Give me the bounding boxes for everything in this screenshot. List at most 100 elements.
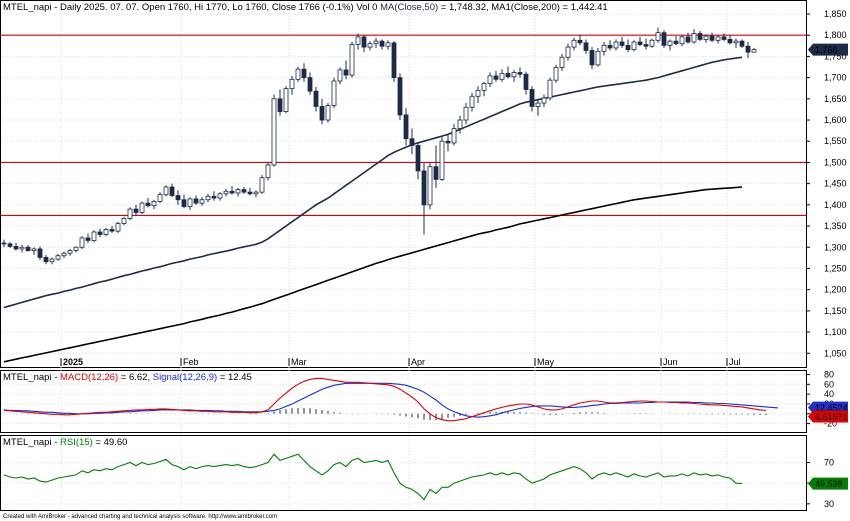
candle-body bbox=[703, 35, 709, 40]
candle-body bbox=[589, 50, 595, 66]
candlesticks bbox=[1, 27, 757, 265]
candle-body bbox=[241, 189, 247, 193]
candle-body bbox=[751, 49, 757, 53]
date-tick-label: Apr bbox=[411, 357, 425, 367]
price-tick-label: 1,100 bbox=[824, 327, 847, 337]
candle-body bbox=[139, 202, 145, 213]
candle-body bbox=[505, 72, 511, 78]
candle-body bbox=[61, 252, 67, 257]
candle-body bbox=[151, 201, 157, 207]
rsi-badge-text: 49.598 bbox=[815, 479, 843, 489]
ma50-legend: MA(Close,50) bbox=[380, 2, 438, 13]
price-tick-label: 1,650 bbox=[824, 94, 847, 104]
candle-body bbox=[679, 36, 685, 45]
candle-body bbox=[613, 41, 619, 49]
candle-body bbox=[385, 42, 391, 47]
rsi-header: MTEL_napi - RSI(15) = 49.60 bbox=[3, 437, 127, 448]
candle-body bbox=[121, 218, 127, 224]
candle-body bbox=[331, 80, 337, 107]
last-price-badge-text: 1,766 bbox=[815, 45, 838, 55]
rsi-line bbox=[3, 453, 743, 501]
signal-badge-text: 12.4524 bbox=[815, 403, 848, 413]
price-tick-label: 1,800 bbox=[824, 30, 847, 40]
candle-body bbox=[619, 41, 625, 46]
candle-body bbox=[295, 68, 301, 80]
candle-body bbox=[517, 72, 523, 75]
candle-body bbox=[403, 114, 409, 140]
macd-badge: 6.61571 bbox=[808, 410, 848, 423]
date-tick-label: 2025 bbox=[63, 357, 83, 367]
date-tick-label: Jun bbox=[663, 357, 678, 367]
footer-credit: Created with AmiBroker - advanced charti… bbox=[3, 514, 277, 520]
date-tick-label: Mar bbox=[291, 357, 307, 367]
candle-body bbox=[43, 257, 49, 263]
candle-body bbox=[427, 166, 433, 206]
macd-tick-label: 40 bbox=[824, 389, 834, 399]
candle-body bbox=[631, 41, 637, 51]
candle-body bbox=[289, 78, 295, 90]
candle-body bbox=[343, 69, 349, 76]
candle-body bbox=[553, 67, 559, 81]
candle-body bbox=[325, 105, 331, 121]
candle-body bbox=[73, 246, 79, 252]
candle-body bbox=[109, 229, 115, 232]
candle-body bbox=[655, 32, 661, 41]
candle-body bbox=[733, 40, 739, 44]
candle-body bbox=[439, 140, 445, 180]
macd-histogram bbox=[3, 407, 767, 420]
candle-body bbox=[187, 198, 193, 207]
candle-body bbox=[541, 97, 547, 104]
month-gridlines bbox=[60, 1, 728, 510]
price-tick-label: 1,050 bbox=[824, 348, 847, 358]
candle-body bbox=[133, 208, 139, 213]
last-price-badge: 1,766 bbox=[808, 43, 848, 56]
candle-body bbox=[145, 202, 151, 207]
candle-body bbox=[595, 50, 601, 66]
rsi-grid bbox=[1, 462, 806, 505]
macd-grid bbox=[1, 373, 806, 425]
candle-body bbox=[355, 36, 361, 45]
price-tick-label: 1,700 bbox=[824, 73, 847, 83]
candle-body bbox=[661, 32, 667, 46]
ma200-line bbox=[3, 186, 743, 363]
price-axis: 1,050 1,100 1,150 1,200 1,250 1,300 1,350 1,400… bbox=[806, 9, 847, 358]
candle-body bbox=[367, 43, 373, 48]
candle-body bbox=[7, 243, 13, 247]
candle-body bbox=[535, 102, 541, 107]
candle-body bbox=[31, 248, 37, 252]
candle-body bbox=[409, 138, 415, 146]
rsi-tick-label: 30 bbox=[824, 499, 834, 509]
candle-body bbox=[469, 95, 475, 108]
candle-body bbox=[313, 90, 319, 107]
date-tick-label: Feb bbox=[183, 357, 199, 367]
rsi-panel bbox=[0, 435, 807, 511]
date-tick-label: May bbox=[537, 357, 555, 367]
candle-body bbox=[523, 73, 529, 90]
candle-body bbox=[97, 231, 103, 235]
rsi-legend: RSI(15) bbox=[60, 437, 93, 448]
candle-body bbox=[349, 44, 355, 76]
price-header: MTEL_napi - Daily 2025. 07. 07. Open 176… bbox=[3, 2, 608, 13]
candle-body bbox=[421, 170, 427, 206]
candle-body bbox=[709, 35, 715, 41]
candle-body bbox=[277, 98, 283, 112]
macd-header: MTEL_napi - MACD(12,26) = 6.62, Signal(1… bbox=[3, 372, 252, 383]
candle-body bbox=[601, 44, 607, 52]
candle-body bbox=[379, 40, 385, 47]
candle-body bbox=[115, 223, 121, 232]
signal-series bbox=[3, 382, 779, 418]
candle-body bbox=[55, 255, 61, 260]
candle-body bbox=[583, 42, 589, 51]
candle-body bbox=[373, 40, 379, 45]
candle-body bbox=[739, 40, 745, 47]
macd-lines bbox=[3, 377, 779, 422]
macd-series bbox=[3, 377, 767, 422]
candle-body bbox=[547, 79, 553, 99]
candle-body bbox=[559, 56, 565, 68]
candle-body bbox=[481, 83, 487, 91]
macd-legend: MACD(12,26) bbox=[60, 372, 118, 383]
candle-body bbox=[673, 40, 679, 45]
candle-body bbox=[649, 39, 655, 47]
candle-body bbox=[247, 191, 253, 195]
